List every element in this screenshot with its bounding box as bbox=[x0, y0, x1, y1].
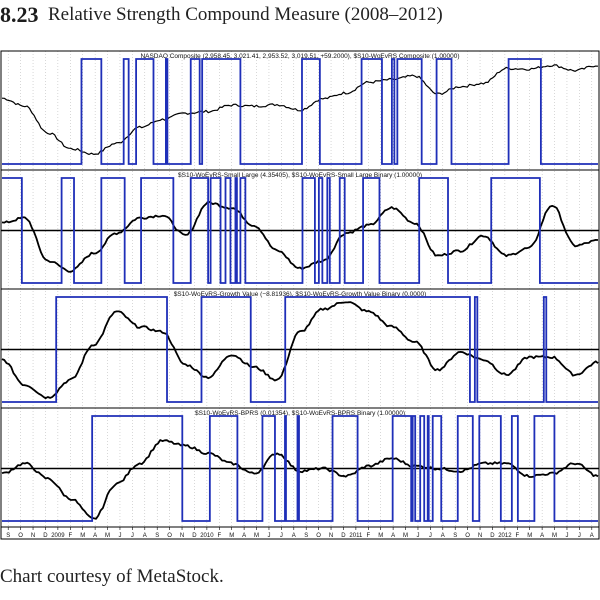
x-tick-label: M bbox=[403, 533, 408, 539]
figure-number: 8.23 bbox=[0, 2, 39, 27]
x-tick-label: F bbox=[68, 533, 72, 539]
panel-title-small-large: $S10-WoEvRS-Small Large (4.35405), $S10-… bbox=[178, 172, 422, 179]
x-tick-label: D bbox=[192, 533, 197, 539]
x-tick-label: J bbox=[416, 533, 419, 539]
panel-border-bprs bbox=[0, 407, 600, 528]
x-tick-label: M bbox=[80, 533, 85, 539]
panel-border-growth-value bbox=[0, 288, 600, 409]
x-tick-label: J bbox=[578, 533, 581, 539]
line-series-growth-value bbox=[1, 301, 599, 400]
binary-series-nasdaq-composite bbox=[2, 58, 598, 165]
x-tick-label: A bbox=[391, 533, 395, 539]
x-tick-label: N bbox=[31, 533, 35, 539]
chart-svg: NASDAQ Composite (2,958.45, 3,021.41, 2,… bbox=[0, 50, 600, 540]
panel-title-bprs: $S10-WoEvRS-BPRS (0.01354), $S10-WoEvRS-… bbox=[195, 410, 405, 417]
x-tick-label: 2009 bbox=[51, 533, 65, 539]
x-tick-label: O bbox=[465, 533, 470, 539]
x-tick-label: J bbox=[131, 533, 134, 539]
line-series-small-large bbox=[1, 200, 599, 273]
x-tick-label: A bbox=[242, 533, 246, 539]
x-tick-label: M bbox=[105, 533, 110, 539]
x-tick-label: F bbox=[366, 533, 370, 539]
x-tick-label: 2012 bbox=[498, 533, 512, 539]
x-tick-label: J bbox=[565, 533, 568, 539]
x-tick-label: J bbox=[267, 533, 270, 539]
x-axis-box bbox=[0, 526, 600, 540]
x-tick-label: M bbox=[527, 533, 532, 539]
figure-title: Relative Strength Compound Measure (2008… bbox=[48, 4, 443, 25]
binary-series-small-large bbox=[2, 177, 598, 284]
x-tick-label: F bbox=[515, 533, 519, 539]
panel-title-growth-value: $S10-WoEvRS-Growth Value (−8.81936), $S1… bbox=[174, 291, 427, 298]
x-tick-label: D bbox=[490, 533, 495, 539]
x-tick-label: O bbox=[316, 533, 321, 539]
x-tick-label: J bbox=[429, 533, 432, 539]
x-tick-label: O bbox=[18, 533, 23, 539]
x-tick-label: A bbox=[441, 533, 445, 539]
x-tick-label: N bbox=[180, 533, 184, 539]
x-tick-label: J bbox=[118, 533, 121, 539]
x-tick-label: J bbox=[280, 533, 283, 539]
x-tick-label: 2010 bbox=[200, 533, 214, 539]
panel-border-small-large bbox=[0, 169, 600, 290]
x-tick-label: N bbox=[478, 533, 482, 539]
x-tick-label: 2011 bbox=[349, 533, 363, 539]
panel-title-nasdaq-composite: NASDAQ Composite (2,958.45, 3,021.41, 2,… bbox=[140, 53, 459, 60]
x-tick-label: A bbox=[143, 533, 147, 539]
x-tick-label: O bbox=[167, 533, 172, 539]
x-tick-label: M bbox=[552, 533, 557, 539]
x-tick-label: S bbox=[6, 533, 10, 539]
x-tick-label: A bbox=[93, 533, 97, 539]
x-tick-label: M bbox=[378, 533, 383, 539]
x-tick-label: M bbox=[254, 533, 259, 539]
x-tick-label: N bbox=[329, 533, 333, 539]
line-series-bprs bbox=[1, 439, 599, 520]
x-tick-label: A bbox=[540, 533, 544, 539]
chart-container: NASDAQ Composite (2,958.45, 3,021.41, 2,… bbox=[0, 46, 600, 551]
x-tick-label: A bbox=[590, 533, 594, 539]
chart-credit: Chart courtesy of MetaStock. bbox=[0, 566, 224, 587]
x-tick-label: S bbox=[155, 533, 159, 539]
x-tick-label: D bbox=[43, 533, 48, 539]
binary-series-bprs bbox=[2, 415, 598, 522]
x-tick-label: M bbox=[229, 533, 234, 539]
x-tick-label: S bbox=[453, 533, 457, 539]
binary-series-growth-value bbox=[2, 296, 598, 403]
x-tick-label: S bbox=[304, 533, 308, 539]
x-tick-label: A bbox=[292, 533, 296, 539]
x-tick-label: D bbox=[341, 533, 346, 539]
x-tick-label: F bbox=[217, 533, 221, 539]
